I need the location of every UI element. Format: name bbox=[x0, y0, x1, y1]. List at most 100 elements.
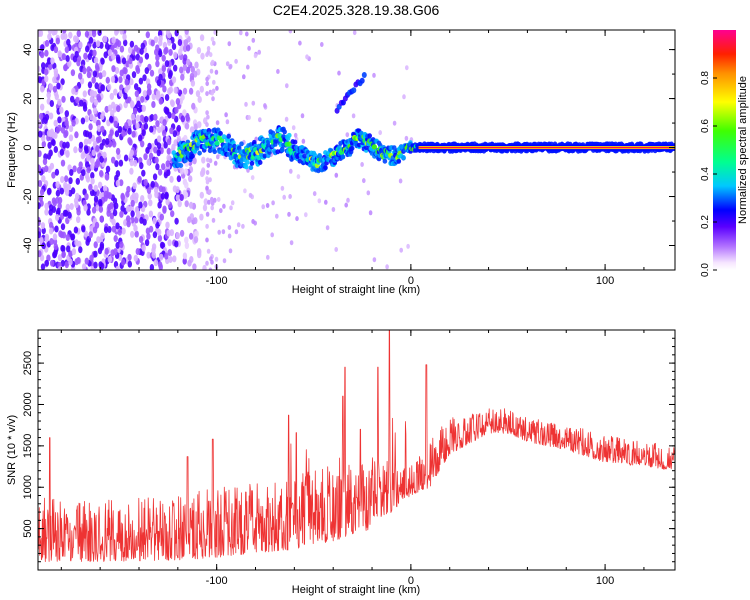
spectrogram-xlabel: Height of straight line (km) bbox=[292, 284, 420, 296]
y-tick-label: 20 bbox=[22, 92, 34, 104]
noise-cell bbox=[93, 250, 98, 258]
noise-cell bbox=[205, 52, 209, 58]
noise-cell bbox=[128, 46, 133, 54]
noise-cell bbox=[169, 175, 174, 183]
noise-cell bbox=[66, 245, 71, 253]
noise-cell bbox=[258, 117, 262, 123]
noise-cell bbox=[43, 68, 49, 76]
noise-cell bbox=[164, 46, 169, 54]
noise-cell bbox=[182, 257, 187, 265]
noise-cell bbox=[60, 176, 65, 183]
noise-cell bbox=[205, 237, 209, 243]
noise-cell bbox=[205, 170, 210, 175]
noise-cell bbox=[245, 31, 249, 37]
noise-cell bbox=[53, 46, 59, 54]
noise-cell bbox=[127, 260, 132, 268]
noise-cell bbox=[73, 146, 78, 154]
noise-cell bbox=[93, 241, 98, 249]
noise-cell bbox=[100, 84, 105, 92]
noise-cell bbox=[209, 68, 214, 74]
noise-cell bbox=[205, 110, 209, 116]
noise-cell bbox=[121, 130, 126, 137]
noise-cell bbox=[158, 68, 163, 76]
noise-cell bbox=[85, 238, 90, 246]
noise-cell bbox=[93, 195, 99, 203]
noise-cell bbox=[39, 237, 44, 244]
noise-cell bbox=[135, 114, 141, 122]
line-cell bbox=[340, 154, 346, 160]
noise-cell bbox=[99, 41, 104, 49]
noise-cell bbox=[324, 199, 328, 205]
noise-cell bbox=[103, 226, 109, 234]
noise-cell bbox=[138, 56, 144, 64]
noise-cell bbox=[184, 242, 190, 250]
y-tick-label: 2000 bbox=[22, 392, 34, 416]
noise-cell bbox=[192, 157, 197, 165]
noise-cell bbox=[158, 50, 163, 58]
noise-cell bbox=[97, 247, 103, 255]
noise-cell bbox=[270, 232, 275, 238]
noise-cell bbox=[39, 188, 45, 196]
noise-cell bbox=[167, 239, 172, 247]
noise-cell bbox=[161, 163, 166, 171]
noise-cell bbox=[96, 236, 101, 244]
noise-cell bbox=[97, 181, 103, 189]
noise-cell bbox=[78, 141, 84, 149]
noise-cell bbox=[43, 117, 48, 124]
noise-cell bbox=[146, 187, 152, 194]
noise-cell bbox=[199, 191, 204, 199]
noise-cell bbox=[177, 39, 183, 46]
spectrogram-ticks: -100 0 100 -40 -20 0 20 40 bbox=[22, 30, 675, 287]
noise-cell bbox=[175, 232, 180, 240]
noise-cell bbox=[251, 37, 256, 43]
noise-cell bbox=[46, 91, 51, 99]
noise-cell bbox=[156, 149, 161, 157]
noise-cell bbox=[127, 253, 132, 261]
noise-cell bbox=[276, 69, 280, 74]
noise-cell bbox=[64, 46, 70, 54]
noise-cell bbox=[195, 90, 201, 98]
line-cell bbox=[282, 129, 287, 135]
noise-cell bbox=[70, 95, 75, 103]
noise-cell bbox=[80, 152, 86, 160]
noise-cell bbox=[56, 207, 61, 215]
noise-cell bbox=[200, 52, 205, 60]
line-core bbox=[219, 138, 225, 144]
noise-cell bbox=[118, 159, 124, 167]
noise-cell bbox=[100, 232, 105, 240]
noise-cell bbox=[155, 221, 160, 229]
noise-cell bbox=[205, 185, 209, 191]
noise-cell bbox=[399, 247, 404, 253]
noise-cell bbox=[216, 154, 220, 160]
noise-cell bbox=[105, 76, 111, 84]
noise-cell bbox=[165, 198, 170, 206]
noise-cell bbox=[38, 150, 42, 158]
noise-cell bbox=[137, 175, 142, 183]
noise-cell bbox=[228, 248, 233, 254]
noise-cell bbox=[103, 190, 109, 198]
noise-cell bbox=[169, 99, 175, 107]
noise-cell bbox=[146, 83, 152, 91]
noise-cell bbox=[385, 264, 389, 270]
line-cell bbox=[401, 155, 406, 160]
blob-cell bbox=[359, 77, 365, 84]
noise-cell bbox=[68, 125, 74, 133]
noise-cell bbox=[155, 163, 160, 171]
noise-cell bbox=[217, 229, 221, 235]
noise-cell bbox=[66, 38, 71, 46]
noise-cell bbox=[146, 158, 151, 166]
noise-cell bbox=[83, 129, 88, 137]
y-tick-label: 1000 bbox=[22, 475, 34, 499]
noise-cell bbox=[51, 139, 56, 147]
noise-cell bbox=[75, 177, 81, 185]
spectrogram-marks bbox=[38, 30, 675, 270]
noise-cell bbox=[213, 30, 217, 35]
noise-cell bbox=[298, 40, 302, 46]
noise-cell bbox=[161, 54, 166, 62]
noise-cell bbox=[102, 151, 107, 159]
noise-cell bbox=[68, 258, 73, 266]
noise-cell bbox=[183, 39, 188, 47]
noise-cell bbox=[210, 59, 215, 65]
line-cell bbox=[197, 150, 202, 156]
